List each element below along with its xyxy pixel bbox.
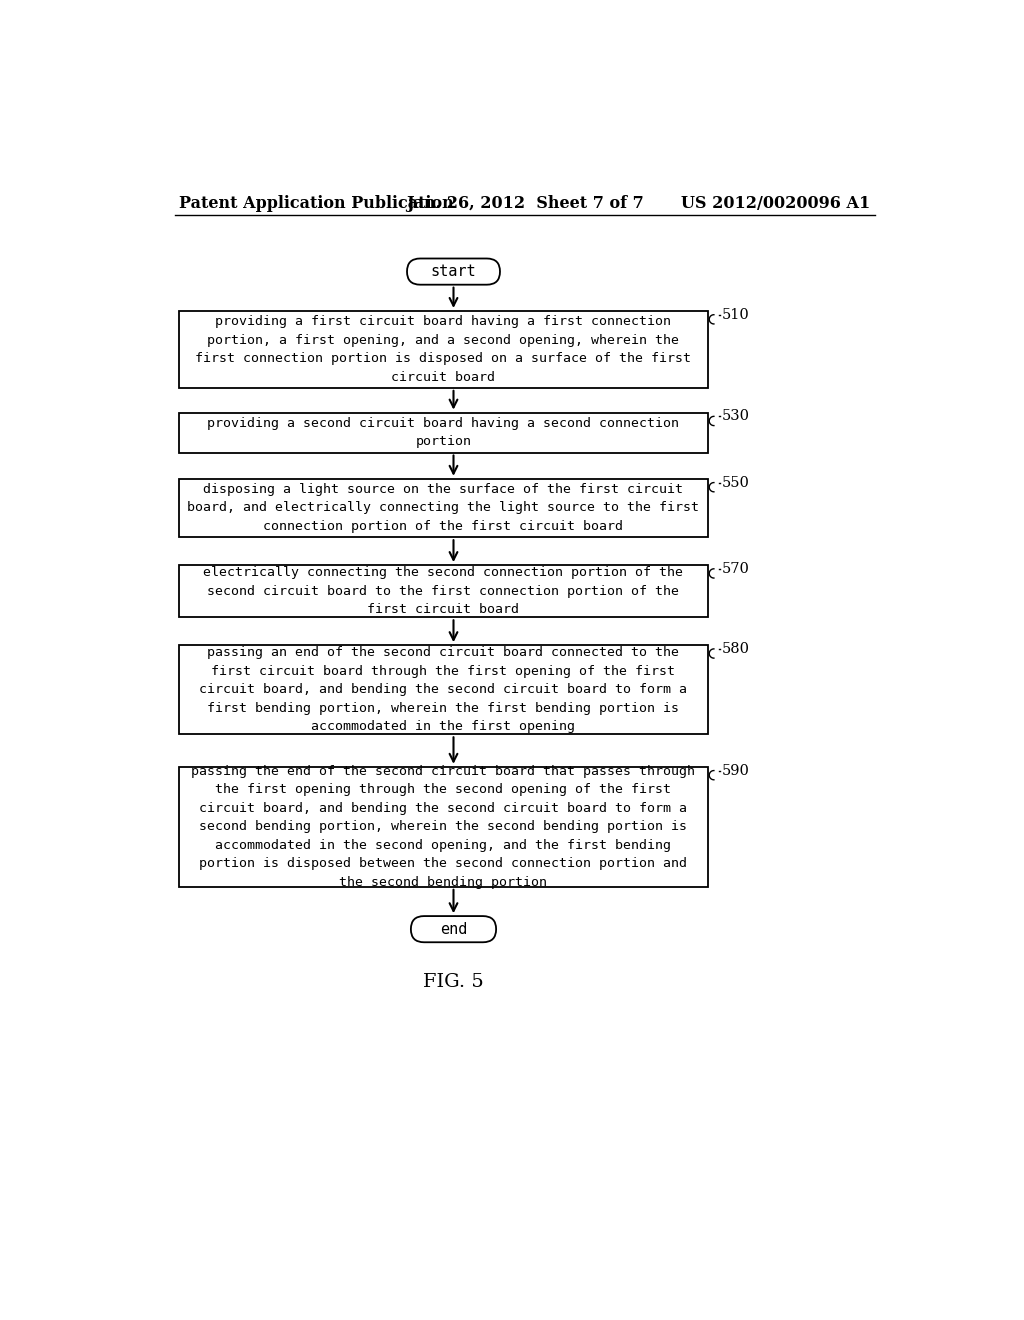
Text: passing the end of the second circuit board that passes through
the first openin: passing the end of the second circuit bo…	[191, 764, 695, 888]
Text: 570: 570	[722, 562, 750, 576]
Bar	[179, 312, 708, 388]
Text: start: start	[431, 264, 476, 279]
Text: end: end	[440, 921, 467, 937]
Text: 510: 510	[722, 308, 750, 322]
Text: passing an end of the second circuit board connected to the
first circuit board : passing an end of the second circuit boa…	[200, 647, 687, 733]
Bar	[179, 413, 708, 453]
Text: 580: 580	[722, 642, 750, 656]
Bar	[179, 479, 708, 537]
Text: Jan. 26, 2012  Sheet 7 of 7: Jan. 26, 2012 Sheet 7 of 7	[406, 194, 644, 211]
Text: 550: 550	[722, 475, 750, 490]
Text: 590: 590	[722, 763, 750, 777]
Text: providing a second circuit board having a second connection
portion: providing a second circuit board having …	[208, 417, 680, 449]
Bar	[179, 645, 708, 734]
Text: 530: 530	[722, 409, 750, 424]
Bar	[179, 565, 708, 618]
Text: disposing a light source on the surface of the first circuit
board, and electric: disposing a light source on the surface …	[187, 483, 699, 533]
FancyBboxPatch shape	[407, 259, 500, 285]
Text: electrically connecting the second connection portion of the
second circuit boar: electrically connecting the second conne…	[204, 566, 683, 616]
Text: Patent Application Publication: Patent Application Publication	[179, 194, 454, 211]
FancyBboxPatch shape	[411, 916, 496, 942]
Bar	[179, 767, 708, 887]
Text: providing a first circuit board having a first connection
portion, a first openi: providing a first circuit board having a…	[196, 315, 691, 384]
Text: US 2012/0020096 A1: US 2012/0020096 A1	[681, 194, 870, 211]
Text: FIG. 5: FIG. 5	[423, 973, 484, 991]
